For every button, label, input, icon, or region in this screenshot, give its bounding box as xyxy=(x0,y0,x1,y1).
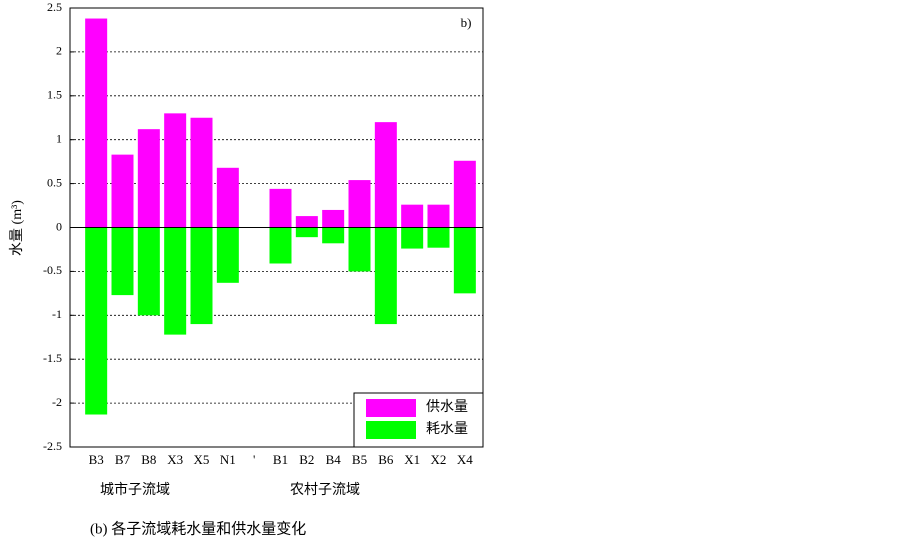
group-label: 农村子流域 xyxy=(290,482,360,498)
y-axis-label: 水量 (m³) xyxy=(9,200,25,256)
legend-swatch xyxy=(366,399,416,417)
bar xyxy=(348,227,371,272)
y-tick-label: 1 xyxy=(56,131,62,145)
y-tick-label: 1.5 xyxy=(47,88,62,102)
x-tick-label: B7 xyxy=(115,452,131,467)
bar xyxy=(322,209,345,228)
y-tick-label: -0.5 xyxy=(43,263,62,277)
y-tick-label: -2.5 xyxy=(43,439,62,453)
x-tick-label: B2 xyxy=(299,452,314,467)
x-tick-label: B6 xyxy=(378,452,394,467)
x-tick-label: B5 xyxy=(352,452,367,467)
x-tick-label: B3 xyxy=(89,452,104,467)
bar xyxy=(374,227,397,325)
x-tick-label: B1 xyxy=(273,452,288,467)
bar xyxy=(137,129,160,228)
x-tick-label: X5 xyxy=(194,452,210,467)
bar xyxy=(190,117,213,228)
bar xyxy=(374,122,397,228)
x-tick-label: N1 xyxy=(220,452,236,467)
bar xyxy=(453,160,476,228)
x-tick-label: X1 xyxy=(404,452,420,467)
bar xyxy=(190,227,213,325)
bar xyxy=(427,227,450,248)
bar xyxy=(348,180,371,228)
plot-frame xyxy=(69,7,484,448)
bar xyxy=(269,188,292,228)
bar xyxy=(111,227,134,296)
bar xyxy=(137,227,160,316)
x-tick-label: X4 xyxy=(457,452,473,467)
bar xyxy=(164,113,187,228)
x-tick-label: ' xyxy=(253,452,255,467)
bar xyxy=(85,18,108,228)
x-tick-label: B4 xyxy=(326,452,342,467)
bar xyxy=(401,204,424,228)
bar xyxy=(269,227,292,264)
y-tick-label: 0 xyxy=(56,219,62,233)
bar xyxy=(295,216,318,228)
caption: (b) 各子流域耗水量和供水量变化 xyxy=(90,520,306,537)
panel-label: b) xyxy=(461,15,472,30)
x-tick-label: B8 xyxy=(141,452,156,467)
bar xyxy=(427,204,450,228)
bar xyxy=(401,227,424,249)
legend-label: 耗水量 xyxy=(426,421,468,437)
bar xyxy=(111,154,134,228)
y-tick-label: 0.5 xyxy=(47,175,62,189)
y-tick-label: 2 xyxy=(56,44,62,58)
bar xyxy=(216,227,239,283)
y-tick-label: -2 xyxy=(52,395,62,409)
y-tick-label: 2.5 xyxy=(47,0,62,14)
bar xyxy=(453,227,476,294)
bar xyxy=(85,227,108,415)
x-tick-label: X2 xyxy=(431,452,447,467)
legend-swatch xyxy=(366,421,416,439)
bar xyxy=(322,227,345,244)
bar xyxy=(164,227,187,335)
bar xyxy=(295,227,318,238)
legend-label: 供水量 xyxy=(426,399,468,415)
y-tick-label: -1.5 xyxy=(43,351,62,365)
x-tick-label: X3 xyxy=(167,452,183,467)
y-tick-label: -1 xyxy=(52,307,62,321)
bar xyxy=(216,167,239,228)
group-label: 城市子流域 xyxy=(100,481,170,498)
